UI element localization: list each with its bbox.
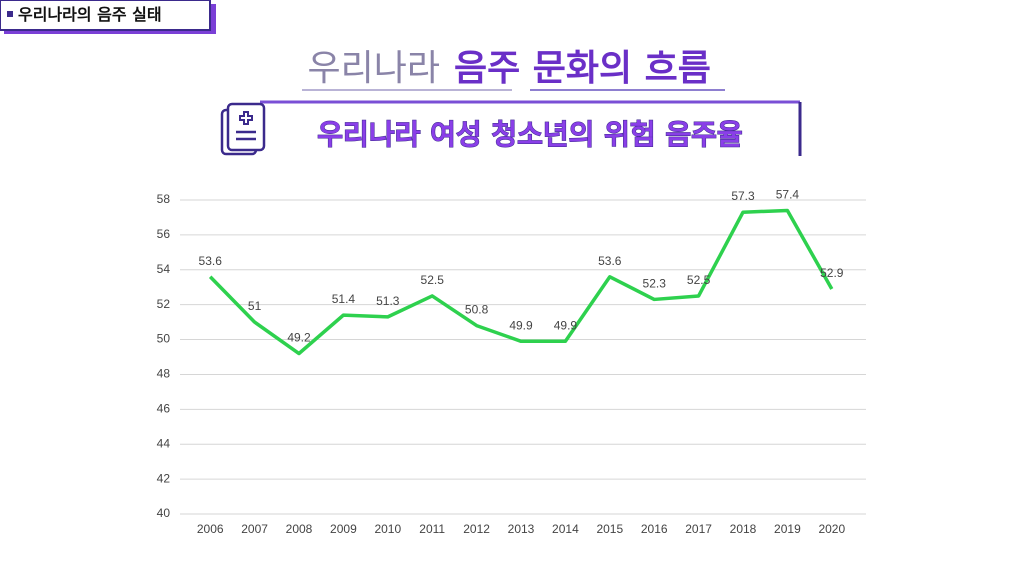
title-light: 우리나라 — [308, 48, 440, 89]
value-label: 51.3 — [376, 294, 400, 308]
subtitle: 우리나라 여성 청소년의 위험 음주율 — [317, 118, 742, 151]
y-tick-label: 52 — [157, 297, 171, 311]
value-label: 49.2 — [287, 331, 311, 345]
value-label: 57.4 — [776, 187, 800, 201]
value-label: 52.9 — [820, 266, 844, 280]
x-tick-label: 2019 — [774, 522, 801, 536]
x-tick-label: 2010 — [374, 522, 401, 536]
data-line — [208, 208, 834, 356]
y-tick-label: 58 — [157, 192, 171, 206]
x-tick-label: 2017 — [685, 522, 712, 536]
y-tick-label: 50 — [157, 332, 171, 346]
value-label: 52.3 — [643, 276, 667, 290]
y-tick-label: 42 — [157, 471, 171, 485]
value-label: 49.9 — [554, 318, 578, 332]
x-tick-label: 2014 — [552, 522, 579, 536]
y-tick-label: 48 — [157, 367, 171, 381]
x-tick-label: 2015 — [596, 522, 623, 536]
tag-box — [0, 0, 211, 31]
chart: 40 42 44 46 48 50 52 54 56 58 2006 2007 2008 2009 2010… — [157, 187, 866, 536]
y-tick-label: 56 — [157, 227, 171, 241]
y-tick-label: 40 — [157, 506, 171, 520]
x-tick-label: 2016 — [641, 522, 668, 536]
x-tick-label: 2013 — [508, 522, 535, 536]
value-label: 53.6 — [199, 254, 223, 268]
x-tick-label: 2020 — [818, 522, 845, 536]
x-tick-label: 2008 — [286, 522, 313, 536]
value-label: 51.4 — [332, 292, 356, 306]
x-tick-label: 2009 — [330, 522, 357, 536]
tag-bullet — [7, 11, 13, 17]
value-label: 53.6 — [598, 254, 622, 268]
y-tick-label: 44 — [157, 436, 171, 450]
x-tick-label: 2011 — [419, 522, 445, 536]
value-label: 50.8 — [465, 303, 489, 317]
value-label: 57.3 — [731, 189, 755, 203]
document-icon — [220, 102, 266, 156]
tag-text: 우리나라의 음주 실태 — [18, 5, 162, 24]
value-label: 52.5 — [421, 273, 445, 287]
value-label: 51 — [248, 299, 262, 313]
x-tick-label: 2006 — [197, 522, 224, 536]
title-bold: 음주 문화의 흐름 — [454, 48, 711, 89]
value-label: 49.9 — [509, 318, 533, 332]
x-tick-label: 2007 — [241, 522, 268, 536]
value-label: 52.5 — [687, 273, 711, 287]
y-tick-label: 46 — [157, 402, 171, 416]
x-tick-label: 2018 — [730, 522, 757, 536]
y-tick-label: 54 — [157, 262, 171, 276]
x-tick-label: 2012 — [463, 522, 490, 536]
